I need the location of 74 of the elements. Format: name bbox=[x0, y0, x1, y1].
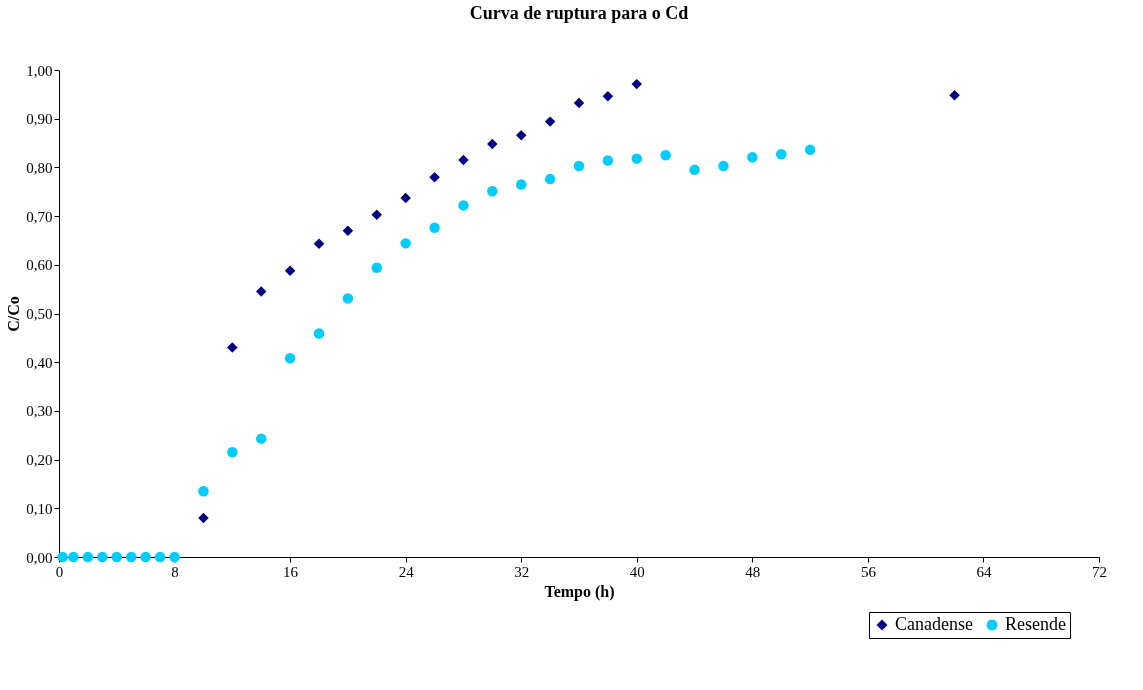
point bbox=[573, 97, 585, 109]
point bbox=[342, 293, 354, 304]
point bbox=[544, 116, 556, 127]
y-tick-label: 0,10 bbox=[26, 500, 53, 517]
legend-label: Resende bbox=[1005, 614, 1066, 634]
point bbox=[140, 551, 151, 563]
y-tick-label: 0,20 bbox=[26, 452, 53, 469]
x-tick-label: 56 bbox=[860, 563, 877, 580]
point bbox=[154, 551, 166, 563]
point bbox=[660, 149, 671, 161]
point bbox=[198, 486, 209, 497]
x-tick-label: 64 bbox=[976, 563, 992, 580]
y-tick-label: 0,80 bbox=[26, 159, 53, 176]
x-tick-label: 48 bbox=[745, 563, 761, 580]
point bbox=[775, 149, 787, 160]
point bbox=[515, 179, 527, 190]
y-tick-label: 0,70 bbox=[26, 208, 53, 225]
point bbox=[313, 328, 325, 339]
point bbox=[573, 160, 585, 172]
point bbox=[255, 433, 267, 444]
point bbox=[747, 151, 758, 163]
point bbox=[82, 551, 94, 563]
y-tick-label: 0,30 bbox=[26, 403, 53, 420]
x-tick-label: 32 bbox=[514, 563, 530, 580]
point bbox=[602, 155, 614, 166]
point bbox=[169, 551, 180, 563]
point bbox=[458, 200, 469, 211]
y-tick-label: 0,00 bbox=[26, 549, 53, 566]
point bbox=[198, 512, 209, 524]
point bbox=[949, 90, 960, 101]
point bbox=[371, 262, 383, 273]
point bbox=[631, 153, 643, 164]
point bbox=[255, 286, 267, 297]
chart-title: Curva de ruptura para o Cd bbox=[469, 3, 689, 23]
x-tick-label: 24 bbox=[398, 563, 415, 580]
point bbox=[68, 551, 79, 563]
y-tick-label: 0,60 bbox=[26, 257, 53, 274]
point bbox=[458, 154, 469, 166]
point bbox=[631, 78, 643, 90]
x-tick-label: 8 bbox=[171, 563, 179, 580]
point bbox=[111, 551, 123, 563]
point bbox=[97, 551, 108, 563]
point bbox=[487, 138, 498, 150]
point bbox=[227, 447, 238, 458]
point bbox=[689, 164, 700, 176]
point bbox=[125, 551, 137, 563]
x-tick-label: 16 bbox=[283, 563, 299, 580]
point bbox=[429, 171, 440, 183]
point bbox=[342, 225, 354, 236]
point bbox=[400, 192, 411, 204]
point bbox=[284, 353, 296, 364]
x-tick-label: 40 bbox=[629, 563, 645, 580]
point bbox=[544, 173, 556, 185]
y-axis-title: C/Co bbox=[5, 296, 23, 332]
point bbox=[515, 130, 527, 141]
point bbox=[371, 209, 383, 220]
legend-label: Canadense bbox=[895, 614, 973, 634]
x-axis-title: Tempo (h) bbox=[544, 582, 615, 601]
x-tick-label: 0 bbox=[55, 563, 64, 580]
point bbox=[400, 238, 411, 249]
point bbox=[718, 160, 729, 172]
y-tick-label: 1,00 bbox=[26, 62, 53, 79]
y-tick-label: 0,90 bbox=[26, 111, 53, 128]
point bbox=[429, 222, 440, 234]
y-tick-label: 0,40 bbox=[26, 354, 53, 371]
y-tick-label: 0,50 bbox=[26, 306, 53, 322]
x-tick-label: 72 bbox=[1092, 563, 1107, 580]
point bbox=[57, 551, 68, 563]
point bbox=[284, 265, 296, 276]
point bbox=[602, 91, 614, 102]
point bbox=[487, 186, 498, 197]
point bbox=[804, 144, 816, 156]
point bbox=[227, 342, 238, 353]
point bbox=[313, 238, 325, 250]
